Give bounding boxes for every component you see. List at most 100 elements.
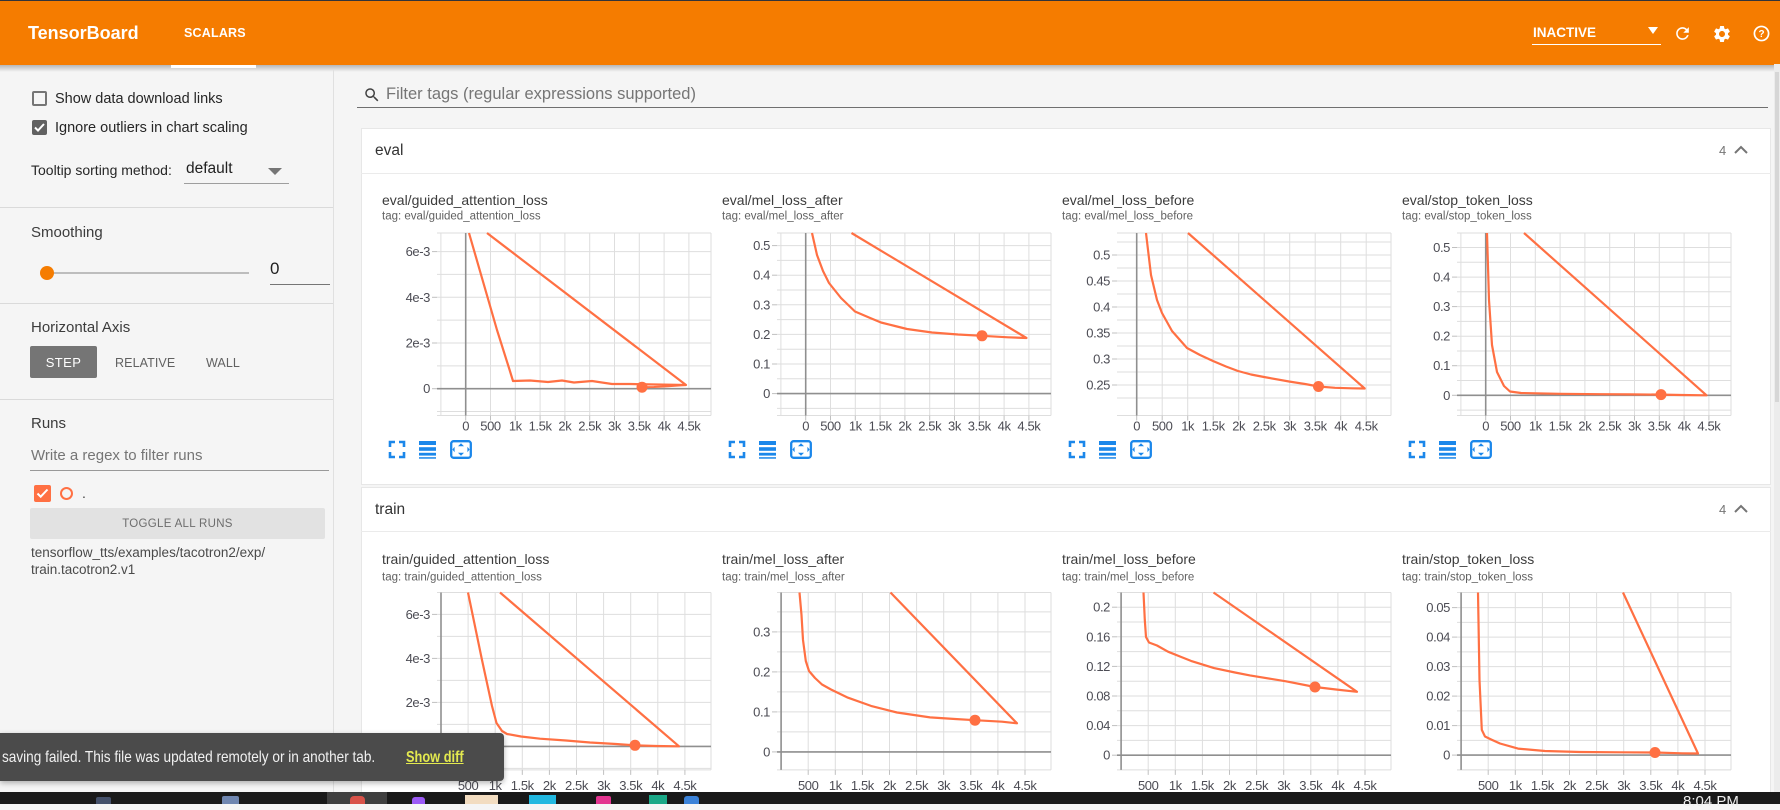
svg-text:eval/mel_loss_before: eval/mel_loss_before <box>1062 192 1195 208</box>
svg-text:eval/guided_attention_loss: eval/guided_attention_loss <box>382 192 548 208</box>
svg-text:4k: 4k <box>651 778 665 792</box>
svg-text:500: 500 <box>480 419 501 434</box>
svg-text:4k: 4k <box>998 419 1012 434</box>
svg-text:1k: 1k <box>489 778 503 792</box>
svg-text:3k: 3k <box>937 778 951 792</box>
svg-text:0.04: 0.04 <box>1086 718 1110 733</box>
svg-text:3.5k: 3.5k <box>1648 419 1672 434</box>
svg-text:2k: 2k <box>558 419 572 434</box>
svg-text:3.5k: 3.5k <box>968 419 992 434</box>
svg-text:3.5k: 3.5k <box>959 778 983 792</box>
svg-text:0.08: 0.08 <box>1086 689 1110 704</box>
svg-text:0.35: 0.35 <box>1086 326 1110 341</box>
svg-text:4.5k: 4.5k <box>1014 778 1038 792</box>
svg-text:2k: 2k <box>1232 419 1246 434</box>
svg-text:500: 500 <box>458 778 479 792</box>
svg-text:4.5k: 4.5k <box>677 419 701 434</box>
svg-text:1.5k: 1.5k <box>529 419 553 434</box>
svg-text:0.5: 0.5 <box>753 238 770 253</box>
svg-text:4k: 4k <box>1671 778 1685 792</box>
svg-text:4k: 4k <box>1331 778 1345 792</box>
svg-text:0.1: 0.1 <box>753 357 770 372</box>
svg-text:2.5k: 2.5k <box>1585 778 1609 792</box>
svg-text:6e-3: 6e-3 <box>406 607 431 622</box>
svg-text:4k: 4k <box>1334 419 1348 434</box>
svg-text:2.5k: 2.5k <box>905 778 929 792</box>
svg-text:6e-3: 6e-3 <box>406 244 431 259</box>
svg-text:500: 500 <box>1478 778 1499 792</box>
svg-text:0.5: 0.5 <box>1093 248 1110 263</box>
svg-text:4.5k: 4.5k <box>1697 419 1721 434</box>
svg-text:0.1: 0.1 <box>753 704 770 719</box>
svg-text:0: 0 <box>423 381 430 396</box>
svg-text:3.5k: 3.5k <box>628 419 652 434</box>
svg-text:2.5k: 2.5k <box>1253 419 1277 434</box>
svg-text:0.45: 0.45 <box>1086 274 1110 289</box>
svg-text:500: 500 <box>1500 419 1521 434</box>
svg-text:0.3: 0.3 <box>753 624 770 639</box>
svg-text:0.3: 0.3 <box>1433 299 1450 314</box>
svg-text:0.5: 0.5 <box>1433 240 1450 255</box>
svg-text:0.02: 0.02 <box>1426 689 1450 704</box>
svg-text:train/mel_loss_after: train/mel_loss_after <box>722 551 845 567</box>
svg-text:4e-3: 4e-3 <box>406 651 431 666</box>
svg-text:0: 0 <box>1482 419 1489 434</box>
svg-text:tag: train/stop_token_loss: tag: train/stop_token_loss <box>1402 572 1533 584</box>
svg-text:0: 0 <box>1103 748 1110 763</box>
svg-text:2k: 2k <box>898 419 912 434</box>
svg-text:0: 0 <box>1443 388 1450 403</box>
svg-text:1k: 1k <box>1509 778 1523 792</box>
svg-text:3k: 3k <box>1617 778 1631 792</box>
svg-text:3.5k: 3.5k <box>1639 778 1663 792</box>
svg-text:0.04: 0.04 <box>1426 630 1450 645</box>
svg-text:2k: 2k <box>543 778 557 792</box>
svg-text:tag: eval/guided_attention_los: tag: eval/guided_attention_loss <box>382 211 541 223</box>
svg-text:eval/mel_loss_after: eval/mel_loss_after <box>722 192 843 208</box>
svg-text:3k: 3k <box>597 778 611 792</box>
svg-text:1.5k: 1.5k <box>1202 419 1226 434</box>
svg-text:4.5k: 4.5k <box>1355 419 1379 434</box>
svg-text:4.5k: 4.5k <box>673 778 697 792</box>
svg-text:0.05: 0.05 <box>1426 600 1450 615</box>
svg-text:2.5k: 2.5k <box>918 419 942 434</box>
svg-text:1.5k: 1.5k <box>851 778 875 792</box>
svg-text:tag: train/mel_loss_before: tag: train/mel_loss_before <box>1062 572 1194 584</box>
svg-text:1k: 1k <box>829 778 843 792</box>
svg-text:tag: eval/stop_token_loss: tag: eval/stop_token_loss <box>1402 211 1532 223</box>
svg-text:eval/stop_token_loss: eval/stop_token_loss <box>1402 192 1533 208</box>
svg-text:0: 0 <box>1133 419 1140 434</box>
svg-text:2k: 2k <box>1563 778 1577 792</box>
svg-text:0: 0 <box>462 419 469 434</box>
svg-text:1k: 1k <box>849 419 863 434</box>
svg-text:3.5k: 3.5k <box>1304 419 1328 434</box>
svg-text:1.5k: 1.5k <box>1549 419 1573 434</box>
svg-text:0: 0 <box>802 419 809 434</box>
svg-text:0.03: 0.03 <box>1426 659 1450 674</box>
svg-text:0.4: 0.4 <box>1433 270 1450 285</box>
svg-text:0.25: 0.25 <box>1086 378 1110 393</box>
svg-text:500: 500 <box>820 419 841 434</box>
svg-text:1k: 1k <box>509 419 523 434</box>
svg-text:0.1: 0.1 <box>1433 358 1450 373</box>
svg-text:tag: train/mel_loss_after: tag: train/mel_loss_after <box>722 572 845 584</box>
svg-text:2k: 2k <box>1578 419 1592 434</box>
svg-text:500: 500 <box>1152 419 1173 434</box>
svg-text:4e-3: 4e-3 <box>406 290 431 305</box>
svg-text:0.12: 0.12 <box>1086 659 1110 674</box>
svg-text:0.16: 0.16 <box>1086 629 1110 644</box>
svg-text:0.3: 0.3 <box>753 297 770 312</box>
svg-text:0: 0 <box>763 386 770 401</box>
svg-text:0.2: 0.2 <box>1093 600 1110 615</box>
svg-text:train/guided_attention_loss: train/guided_attention_loss <box>382 551 549 567</box>
svg-text:4k: 4k <box>991 778 1005 792</box>
svg-text:500: 500 <box>798 778 819 792</box>
svg-text:0.2: 0.2 <box>753 327 770 342</box>
svg-text:1k: 1k <box>1169 778 1183 792</box>
svg-text:train/stop_token_loss: train/stop_token_loss <box>1402 551 1534 567</box>
svg-text:500: 500 <box>1138 778 1159 792</box>
svg-text:3k: 3k <box>1283 419 1297 434</box>
svg-text:4.5k: 4.5k <box>1354 778 1378 792</box>
svg-text:4.5k: 4.5k <box>1017 419 1041 434</box>
svg-text:4k: 4k <box>658 419 672 434</box>
svg-text:0.4: 0.4 <box>1093 300 1110 315</box>
